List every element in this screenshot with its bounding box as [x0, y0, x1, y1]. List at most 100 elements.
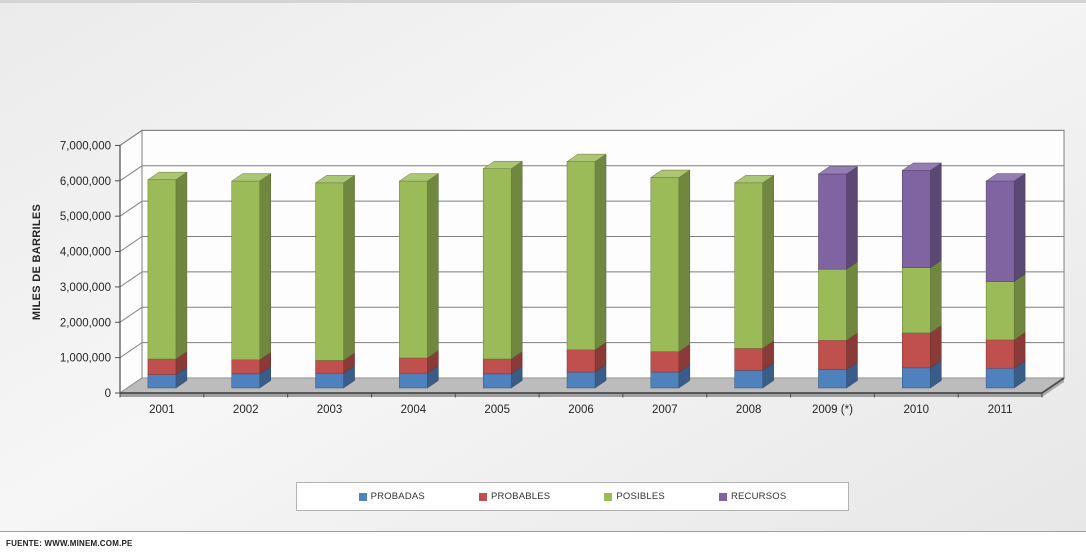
bar-top-2007 — [650, 169, 691, 178]
bar-segment-2006-PROBABLES — [566, 349, 596, 373]
legend-swatch-icon — [718, 492, 727, 501]
bar-segment-2007-PROBADAS — [650, 371, 680, 389]
bar-side-2003-POSIBLES — [343, 174, 355, 361]
legend-item-probables: PROBABLES — [478, 491, 551, 502]
bar-segment-2003-PROBABLES — [315, 360, 344, 374]
bar-top-2004 — [398, 173, 440, 182]
bar-segment-2008-POSIBLES — [734, 182, 763, 349]
bar-segment-2009 (*)-RECURSOS — [818, 173, 847, 270]
bar-segment-2007-POSIBLES — [650, 177, 680, 352]
y-tick-label: 4,000,000 — [60, 247, 111, 259]
x-tick-label: 2011 — [988, 404, 1013, 416]
tick-connector — [119, 200, 143, 217]
bar-segment-2009 (*)-POSIBLES — [818, 268, 847, 341]
bar-top-2003 — [314, 175, 356, 184]
legend-item-posibles: POSIBLES — [604, 491, 665, 502]
chart-legend: PROBADAS PROBABLES POSIBLES RECURSOS — [296, 482, 849, 511]
floor-front-face — [120, 393, 1043, 397]
bar-segment-2011-PROBABLES — [985, 339, 1015, 369]
x-tick-label: 2003 — [317, 404, 343, 416]
tick-connector — [119, 236, 143, 252]
bar-side-2006-POSIBLES — [594, 153, 607, 351]
x-tick-label: 2010 — [903, 404, 929, 416]
bar-side-2009 (*)-POSIBLES — [846, 261, 858, 341]
bar-segment-2005-POSIBLES — [482, 168, 512, 360]
bar-side-2002-POSIBLES — [259, 173, 271, 361]
bar-segment-2010-POSIBLES — [902, 267, 931, 334]
legend-swatch-icon — [478, 492, 487, 501]
bar-side-2001-POSIBLES — [175, 171, 188, 360]
bar-segment-2001-PROBABLES — [147, 358, 177, 375]
bar-segment-2004-POSIBLES — [399, 180, 428, 359]
left-wall — [119, 129, 143, 394]
x-tick-label: 2006 — [568, 404, 594, 416]
bar-side-2011-POSIBLES — [1013, 273, 1026, 341]
tick-connector — [119, 129, 143, 146]
bar-segment-2011-PROBADAS — [985, 367, 1015, 389]
bar-side-2011-RECURSOS — [1013, 173, 1026, 283]
x-tick-label: 2002 — [233, 404, 259, 416]
bar-segment-2010-RECURSOS — [902, 170, 931, 268]
y-tick-label: 5,000,000 — [60, 211, 111, 223]
y-tick-label: 3,000,000 — [60, 282, 111, 294]
bar-segment-2004-PROBABLES — [399, 357, 428, 374]
x-tick-label: 2005 — [484, 404, 510, 416]
legend-item-probadas: PROBADAS — [358, 491, 425, 502]
y-tick-label: 7,000,000 — [60, 140, 111, 152]
bar-top-2006 — [566, 153, 607, 162]
bar-segment-2011-POSIBLES — [985, 281, 1015, 341]
bar-segment-2002-POSIBLES — [231, 180, 260, 360]
footer-divider — [0, 531, 1086, 532]
bar-segment-2003-PROBADAS — [315, 372, 344, 389]
bar-top-2011 — [985, 173, 1026, 182]
x-tick-label: 2009 (*) — [812, 404, 853, 416]
tick-connector — [119, 271, 143, 288]
bar-segment-2010-PROBABLES — [902, 332, 931, 369]
legend-label: PROBABLES — [490, 491, 551, 502]
bar-segment-2007-PROBABLES — [650, 351, 680, 373]
tick-connector — [119, 342, 143, 359]
y-tick-label: 1,000,000 — [60, 353, 111, 365]
bar-segment-2011-RECURSOS — [985, 180, 1015, 282]
y-tick-label: 0 — [105, 388, 111, 400]
bar-segment-2009 (*)-PROBADAS — [818, 369, 847, 389]
legend-swatch-icon — [358, 492, 367, 501]
bar-segment-2006-POSIBLES — [566, 161, 596, 351]
bar-top-2002 — [230, 173, 272, 182]
bar-segment-2004-PROBADAS — [399, 372, 428, 389]
bar-segment-2008-PROBABLES — [734, 348, 763, 371]
x-tick-label: 2007 — [652, 404, 678, 416]
bar-segment-2001-POSIBLES — [147, 179, 177, 360]
bar-side-2010-RECURSOS — [930, 162, 942, 269]
x-tick-label: 2004 — [401, 404, 427, 416]
x-tick-label: 2008 — [736, 404, 762, 416]
legend-item-recursos: RECURSOS — [718, 491, 787, 502]
source-note: FUENTE: WWW.MINEM.COM.PE — [6, 539, 133, 548]
bar-top-2001 — [147, 171, 188, 180]
bar-segment-2003-POSIBLES — [315, 182, 344, 361]
y-tick-label: 6,000,000 — [60, 176, 111, 188]
bar-segment-2010-PROBADAS — [902, 367, 931, 389]
bar-segment-2002-PROBABLES — [231, 359, 260, 375]
bar-segment-2009 (*)-PROBABLES — [818, 340, 847, 370]
bar-top-2005 — [482, 160, 524, 169]
bar-top-2009 (*) — [817, 166, 859, 175]
bar-top-2010 — [901, 162, 943, 171]
tick-connector — [119, 165, 143, 182]
tick-connector — [119, 306, 143, 323]
bar-side-2009 (*)-RECURSOS — [846, 166, 858, 270]
legend-label: PROBADAS — [370, 491, 425, 502]
y-tick-label: 2,000,000 — [60, 317, 111, 329]
x-tick-label: 2001 — [149, 404, 175, 416]
bar-segment-2008-PROBADAS — [734, 370, 763, 389]
bar-segment-2005-PROBABLES — [482, 358, 512, 375]
bar-side-2005-POSIBLES — [510, 160, 523, 360]
bar-segment-2001-PROBADAS — [147, 374, 177, 389]
bar-side-2007-POSIBLES — [678, 169, 691, 353]
bar-side-2008-POSIBLES — [762, 174, 774, 349]
legend-label: RECURSOS — [730, 491, 787, 502]
bar-segment-2006-PROBADAS — [566, 371, 596, 389]
y-axis-title: MILES DE BARRILES — [31, 204, 43, 320]
x-axis-depth-line — [1041, 377, 1065, 394]
